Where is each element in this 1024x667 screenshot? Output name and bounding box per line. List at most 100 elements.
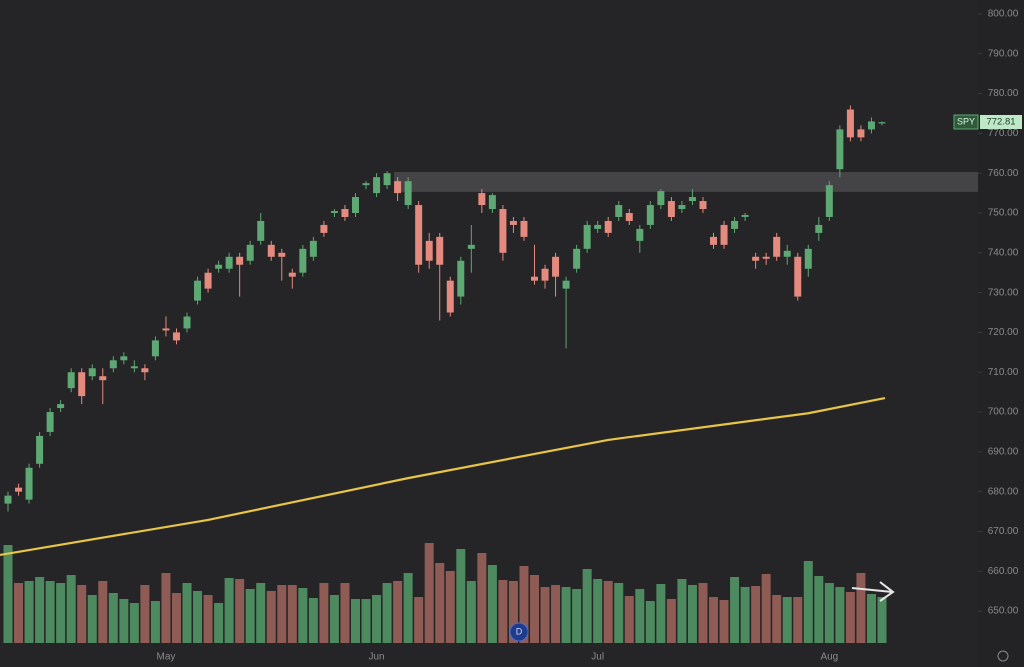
candle-body <box>257 220 265 241</box>
candle-body <box>320 224 328 233</box>
volume-bar <box>772 595 782 643</box>
volume-bar <box>466 581 476 643</box>
last-price-badge <box>980 115 1022 129</box>
y-tick-label: 790.00 <box>988 48 1019 59</box>
volume-bar <box>77 585 87 643</box>
candle-body <box>857 129 865 138</box>
settings-icon[interactable] <box>997 650 1009 662</box>
volume-bar <box>235 579 245 643</box>
y-tick-label: 650.00 <box>988 606 1019 617</box>
price-axis <box>978 0 1024 667</box>
candle-body <box>773 236 781 257</box>
volume-bar <box>382 583 392 643</box>
volume-bar <box>298 588 308 643</box>
x-tick-label: May <box>156 652 175 663</box>
volume-bar <box>224 578 234 643</box>
candle-body <box>488 195 496 210</box>
volume-bar <box>150 601 160 643</box>
volume-bar <box>56 583 66 643</box>
candle-body <box>25 467 33 500</box>
volume-bar <box>350 599 360 643</box>
candle-body <box>562 280 570 289</box>
candle-body <box>183 316 191 329</box>
volume-bar <box>445 571 455 643</box>
x-tick-label: Jun <box>368 652 384 663</box>
volume-bar <box>456 549 466 643</box>
candle-body <box>467 244 475 249</box>
candle-body <box>15 487 23 492</box>
candle-body <box>351 197 359 213</box>
candle-body <box>394 181 402 194</box>
volume-bar <box>403 573 413 643</box>
candle-body <box>78 372 86 397</box>
volume-bar <box>287 585 297 643</box>
y-tick-label: 770.00 <box>988 128 1019 139</box>
volume-bar <box>687 585 697 643</box>
volume-bar <box>572 589 582 643</box>
candle-body <box>278 252 286 257</box>
volume-bar <box>761 574 771 643</box>
y-tick-label: 680.00 <box>988 486 1019 497</box>
volume-bar <box>45 581 55 643</box>
volume-bar <box>414 597 424 643</box>
volume-bar <box>793 597 803 643</box>
volume-bar <box>66 575 76 643</box>
volume-bar <box>193 591 203 643</box>
candle-body <box>636 228 644 241</box>
candle-body <box>646 205 654 225</box>
volume-bar <box>645 601 655 643</box>
candle-body <box>67 372 75 389</box>
y-tick-label: 710.00 <box>988 367 1019 378</box>
candle-body <box>583 224 591 249</box>
volume-bar <box>730 577 740 643</box>
candle-body <box>783 250 791 257</box>
candle-body <box>120 356 128 361</box>
candle-body <box>794 256 802 297</box>
y-tick-label: 700.00 <box>988 407 1019 418</box>
candle-body <box>825 185 833 217</box>
candle-body <box>720 224 728 245</box>
volume-bar <box>245 589 255 643</box>
volume-bar <box>635 589 645 643</box>
candle-body <box>204 272 212 289</box>
y-tick-label: 780.00 <box>988 88 1019 99</box>
candle-body <box>457 260 465 297</box>
candle-body <box>373 177 381 194</box>
candle-body <box>604 220 612 233</box>
candle-body <box>667 201 675 217</box>
volume-bar <box>477 553 487 643</box>
candle-body <box>299 248 307 273</box>
candle-body <box>425 240 433 261</box>
volume-bar <box>519 566 529 643</box>
dividend-marker[interactable] <box>509 622 529 642</box>
volume-bar <box>35 577 45 643</box>
candle-body <box>36 435 44 464</box>
candle-body <box>625 213 633 221</box>
volume-bar <box>835 587 845 643</box>
volume-bar <box>266 591 276 643</box>
y-tick-label: 760.00 <box>988 168 1019 179</box>
volume-bar <box>603 581 613 643</box>
volume-bar <box>14 583 24 643</box>
candle-body <box>594 224 602 229</box>
volume-bar <box>361 599 371 643</box>
volume-bar <box>277 585 287 643</box>
x-tick-label: Aug <box>820 652 838 663</box>
candle-body <box>520 220 528 237</box>
candle-body <box>99 376 107 381</box>
candle-body <box>699 201 707 210</box>
volume-bar <box>561 587 571 643</box>
volume-bar <box>803 561 813 643</box>
volume-bar <box>624 596 634 643</box>
candle-body <box>762 256 770 259</box>
candle-body <box>436 236 444 265</box>
volume-bar <box>530 575 539 643</box>
dividend-icon[interactable]: D <box>516 626 523 636</box>
candle-body <box>141 368 149 373</box>
candle-body <box>383 173 391 186</box>
volume-bar <box>698 583 708 643</box>
volume-bar <box>24 581 34 643</box>
volume-bar <box>782 597 792 643</box>
